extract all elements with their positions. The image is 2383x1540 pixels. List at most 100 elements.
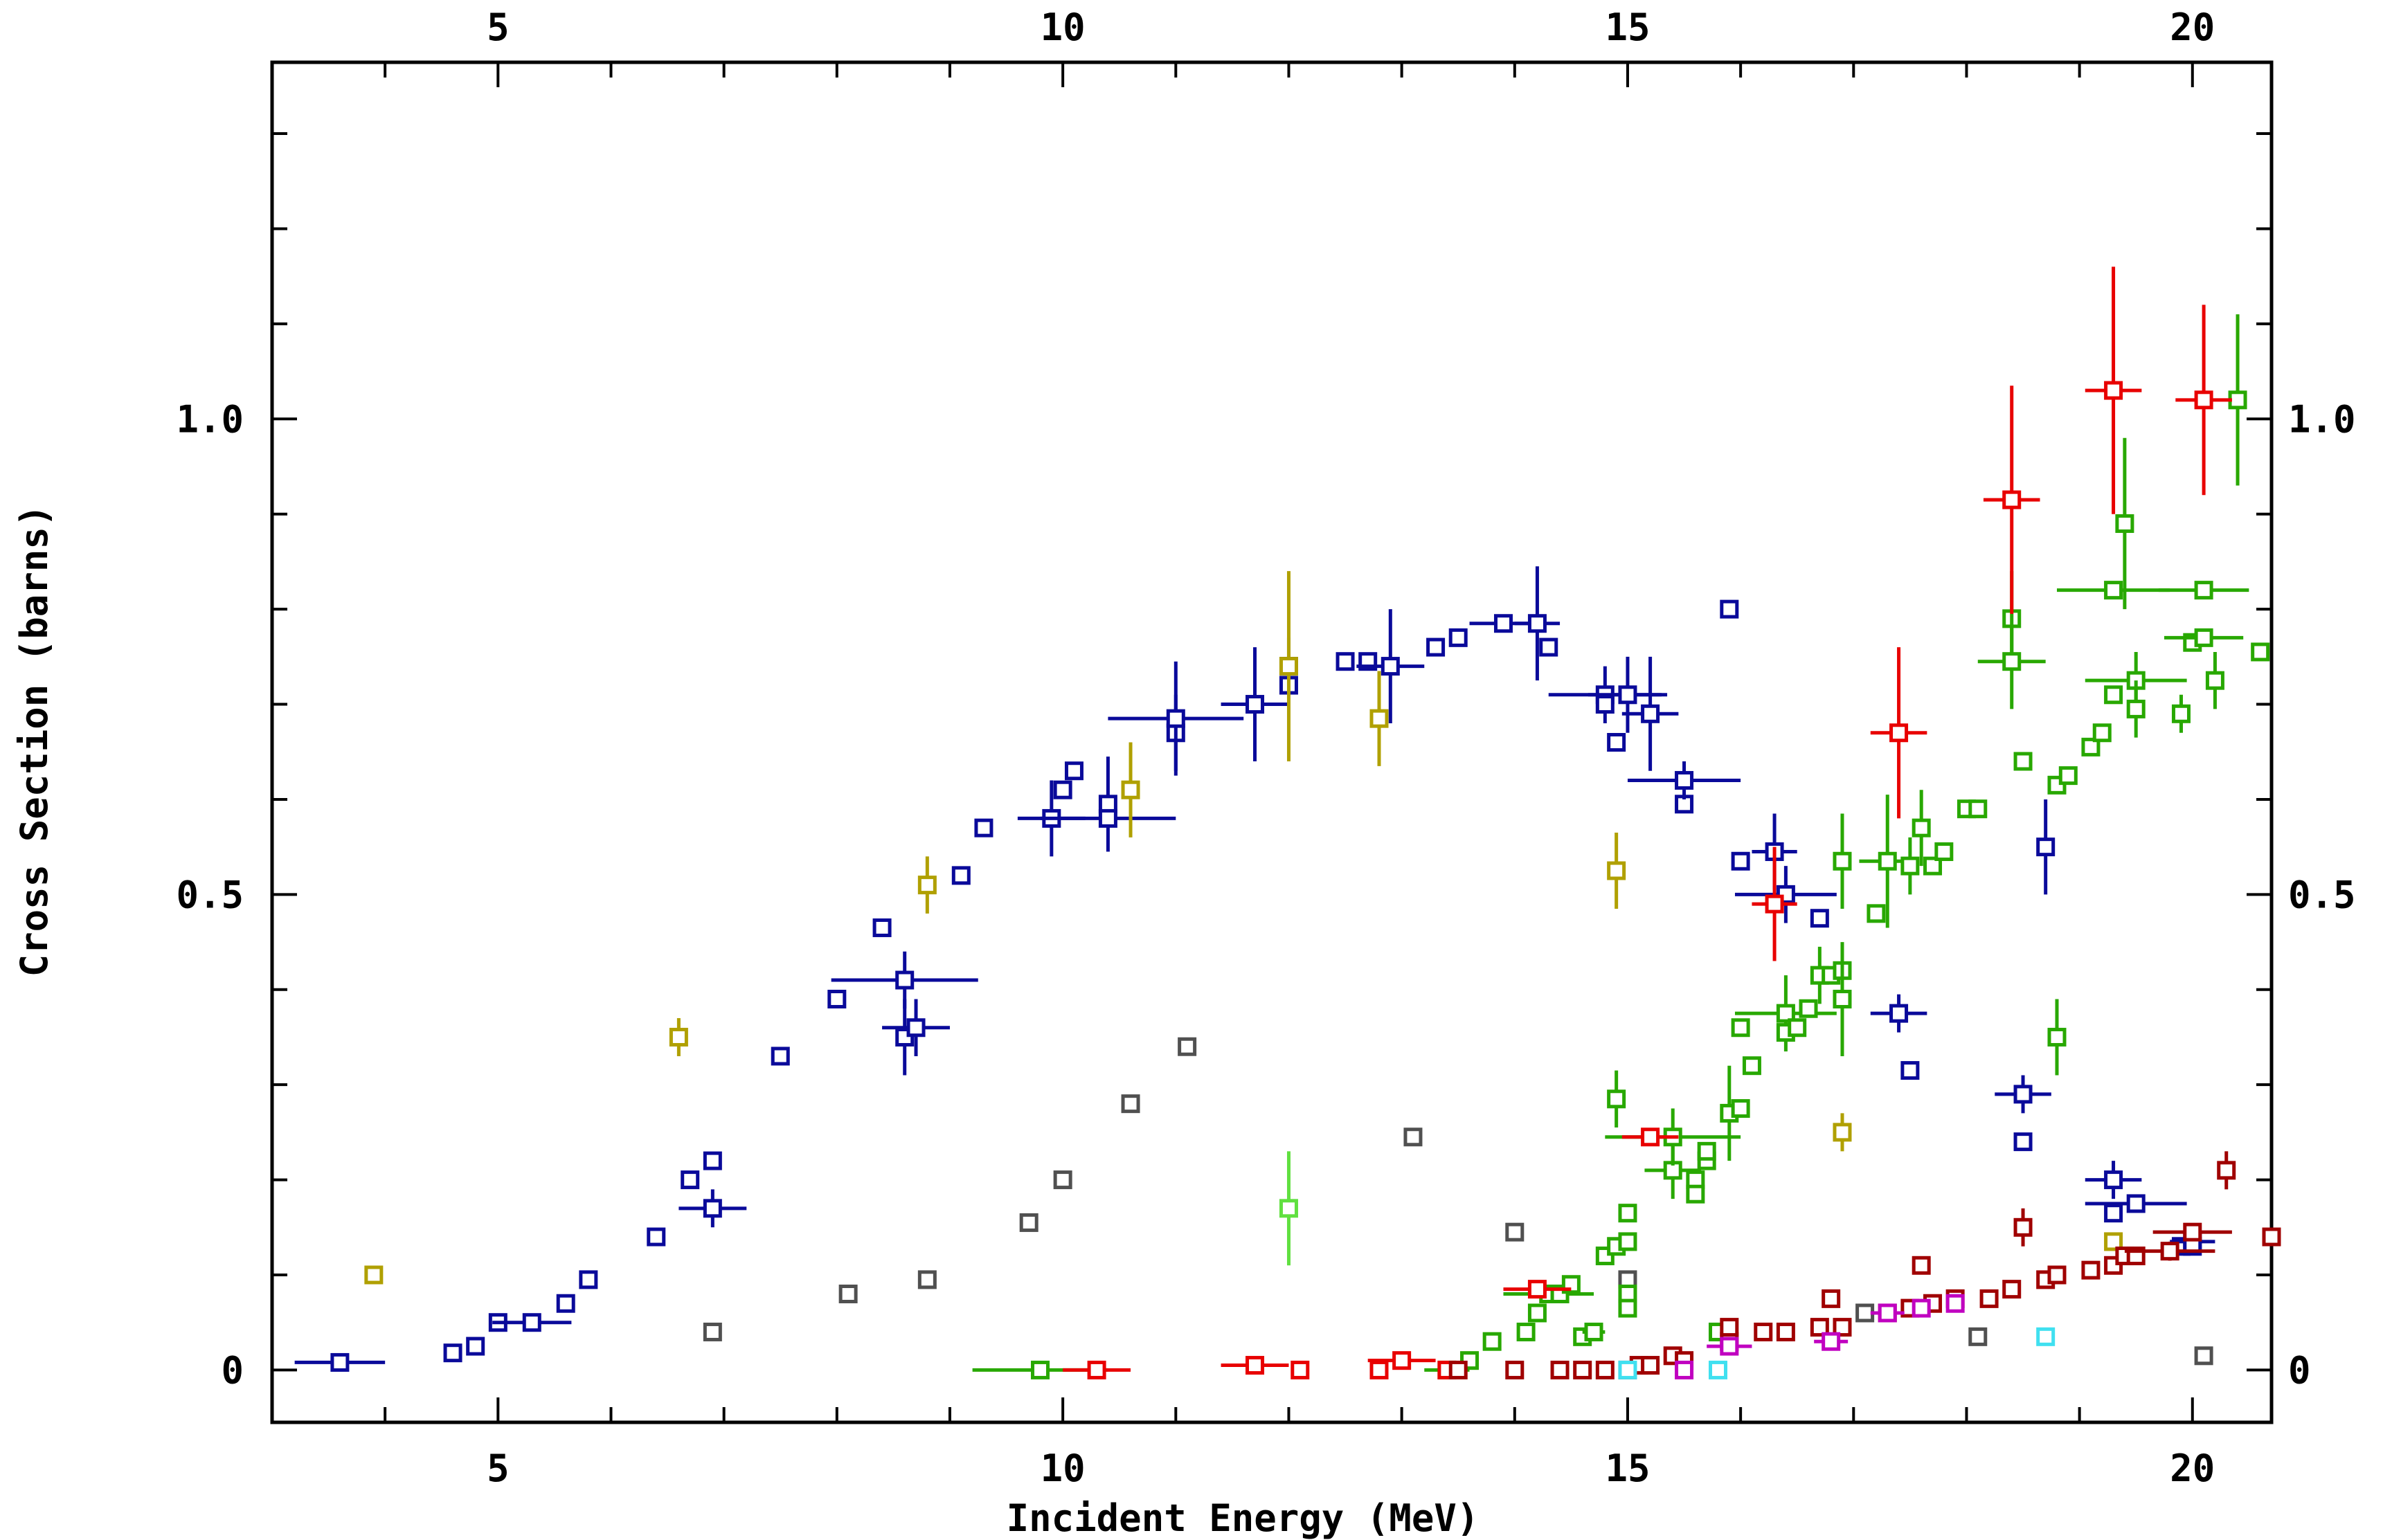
- data-point: [1448, 1360, 1468, 1379]
- data-point: [1246, 1356, 1265, 1375]
- data-point: [1053, 780, 1072, 799]
- data-point: [2194, 581, 2213, 600]
- data-point: [2126, 699, 2146, 718]
- data-point: [1878, 1303, 1897, 1323]
- data-point: [1855, 1303, 1875, 1323]
- x-tick-label-top: 5: [487, 6, 510, 49]
- data-point: [906, 1018, 926, 1038]
- data-point: [1121, 780, 1140, 799]
- data-point: [1098, 808, 1117, 828]
- data-point: [2104, 685, 2123, 705]
- data-point: [1833, 990, 1852, 1009]
- data-point: [1754, 1322, 1773, 1341]
- data-point: [1697, 1141, 1716, 1161]
- data-point: [2036, 1327, 2056, 1346]
- data-point: [1166, 709, 1185, 728]
- data-point: [2081, 1260, 2101, 1280]
- data-point: [1505, 1360, 1525, 1379]
- data-point: [1618, 1360, 1637, 1379]
- data-point: [1675, 1360, 1694, 1379]
- y-tick-labels-left: 0 0.5 1.0: [176, 397, 244, 1392]
- data-point: [1776, 1322, 1795, 1341]
- data-point: [2092, 723, 2112, 743]
- data-point: [2194, 390, 2213, 410]
- data-point: [771, 1047, 790, 1066]
- data-point: [1923, 856, 1943, 876]
- y-tick-labels-right: 0 0.5 1.0: [2288, 397, 2356, 1392]
- data-point: [2058, 766, 2078, 786]
- series-magenta: [1675, 1294, 1965, 1379]
- data-point: [1178, 1037, 1197, 1056]
- data-point: [1833, 1318, 1852, 1337]
- data-point: [2126, 1194, 2146, 1213]
- data-point: [1053, 1170, 1072, 1190]
- data-point: [2104, 381, 2123, 400]
- data-point: [917, 1270, 937, 1289]
- data-point: [1788, 1018, 1807, 1038]
- data-point: [1742, 1056, 1761, 1076]
- data-point: [1708, 1360, 1727, 1379]
- data-marks: [294, 266, 2281, 1379]
- data-point: [1607, 861, 1626, 880]
- data-point: [1731, 1018, 1750, 1038]
- x-tick-label: 20: [2170, 1447, 2215, 1490]
- data-point: [2081, 737, 2101, 757]
- data-point: [1279, 1199, 1298, 1218]
- data-point: [1426, 637, 1446, 657]
- x-tick-labels-bottom: 5 10 15 20: [487, 1447, 2215, 1490]
- data-point: [1493, 614, 1513, 633]
- data-point: [1822, 1289, 1841, 1308]
- x-axis-label: Incident Energy (MeV): [1007, 1496, 1480, 1540]
- data-point: [1505, 1222, 1525, 1242]
- data-point: [1618, 1298, 1637, 1318]
- data-point: [1550, 1360, 1570, 1379]
- data-point: [1369, 1360, 1389, 1379]
- y-tick-label-right: 0.5: [2288, 873, 2356, 916]
- x-tick-label-top: 20: [2170, 6, 2215, 49]
- data-point: [2047, 1265, 2067, 1285]
- series-light-green: [1279, 1151, 1298, 1266]
- y-tick-label-right: 1.0: [2288, 397, 2356, 441]
- data-point: [1889, 723, 1909, 743]
- data-point: [2002, 490, 2022, 509]
- data-point: [1595, 1360, 1615, 1379]
- data-point: [1720, 1337, 1739, 1356]
- data-point: [1720, 1318, 1739, 1337]
- data-point: [1833, 851, 1852, 871]
- data-point: [2013, 752, 2033, 771]
- data-point: [1607, 1089, 1626, 1109]
- data-point: [1912, 818, 1931, 837]
- data-point: [2194, 1346, 2213, 1366]
- x-tick-label: 10: [1041, 1447, 1086, 1490]
- data-point: [2013, 1132, 2033, 1152]
- data-point: [2047, 1027, 2067, 1047]
- data-point: [1539, 637, 1558, 657]
- plot-area-frame: [270, 60, 2274, 1424]
- data-point: [1934, 842, 1954, 862]
- data-point: [827, 990, 847, 1009]
- series-red: [1063, 266, 2232, 1379]
- data-point: [2115, 514, 2134, 533]
- data-point: [556, 1294, 575, 1313]
- data-point: [1527, 614, 1547, 633]
- data-point: [2217, 1161, 2236, 1180]
- data-point: [1731, 1099, 1750, 1118]
- data-point: [1810, 1318, 1829, 1337]
- data-point: [2104, 1232, 2123, 1251]
- data-point: [1968, 1327, 1988, 1346]
- data-point: [2251, 642, 2270, 662]
- data-point: [1720, 599, 1739, 619]
- data-point: [2104, 581, 2123, 600]
- data-point: [681, 1170, 700, 1190]
- data-point: [1822, 1332, 1841, 1351]
- series-green: [972, 314, 2270, 1379]
- data-point: [1121, 1094, 1140, 1114]
- data-point: [1516, 1322, 1536, 1341]
- data-point: [1641, 1356, 1660, 1375]
- x-tick-label: 5: [487, 1447, 510, 1490]
- data-point: [2036, 837, 2056, 857]
- y-tick-label: 0: [221, 1348, 244, 1392]
- data-point: [1731, 851, 1750, 871]
- data-point: [1031, 1360, 1050, 1379]
- data-point: [2013, 1217, 2033, 1237]
